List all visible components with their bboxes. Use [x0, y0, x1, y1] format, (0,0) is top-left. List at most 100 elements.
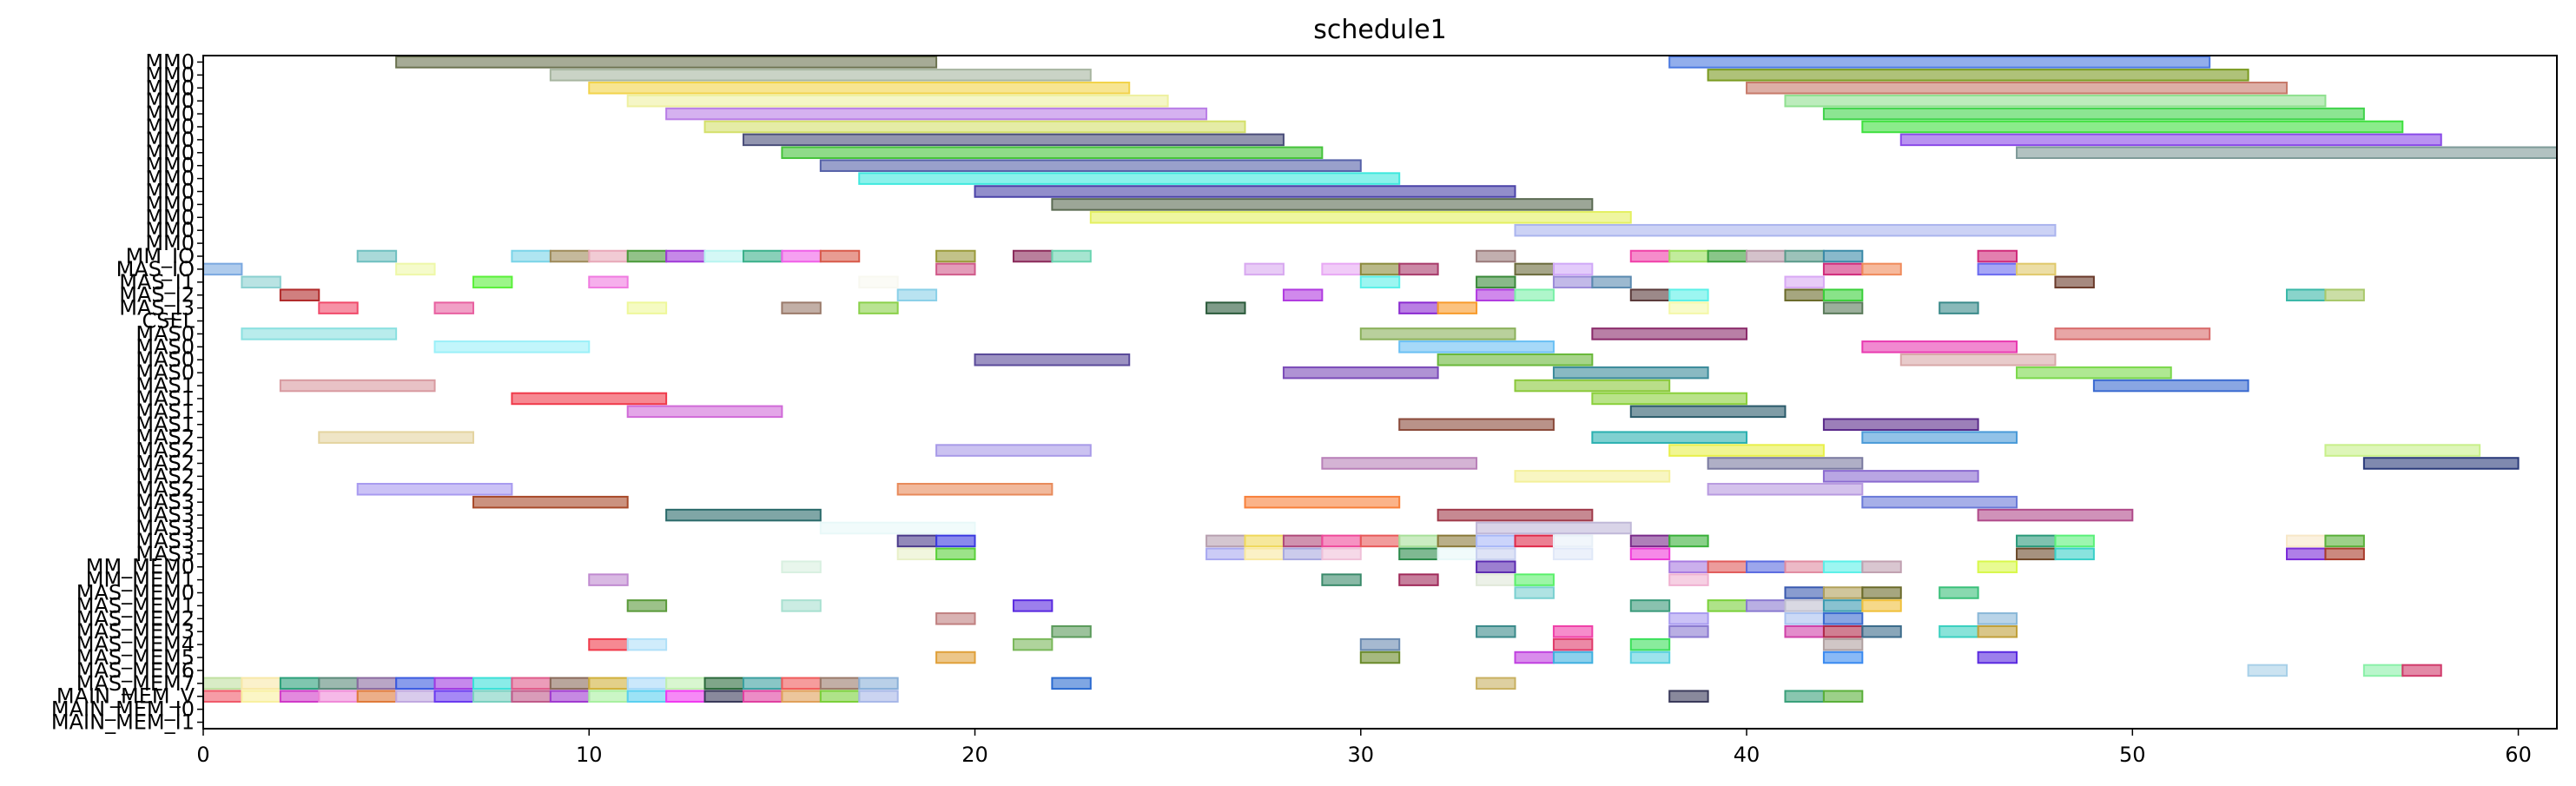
task-bar [1514, 470, 1671, 483]
task-bar [511, 690, 552, 703]
task-bar [935, 444, 1092, 457]
task-bar [1476, 288, 1516, 301]
task-bar [1822, 301, 1864, 314]
y-tick-label: MAIN_MEM_V [56, 684, 195, 709]
y-tick-label: MM0 [145, 179, 195, 203]
task-bar [511, 249, 552, 263]
y-tick-label: MAS0 [135, 347, 195, 372]
task-bar [665, 677, 706, 690]
x-tick-label: 50 [2119, 743, 2146, 767]
task-bar [1476, 560, 1516, 573]
task-bar [1822, 624, 1864, 638]
task-bar [588, 690, 629, 703]
task-bar [241, 275, 281, 289]
task-bar [1861, 431, 2018, 444]
task-bar [1012, 599, 1054, 612]
y-tick-label: MM0 [145, 50, 195, 74]
task-bar [1784, 288, 1825, 301]
task-bar [202, 690, 243, 703]
task-bar [1822, 418, 1979, 432]
task-bar [1822, 637, 1864, 651]
task-bar [511, 392, 668, 406]
y-tick-label: MAS_MEM4 [76, 632, 195, 657]
task-bar [1822, 262, 1864, 276]
task-bar [1629, 651, 1671, 664]
task-bar [1707, 483, 1864, 496]
task-bar [1746, 82, 2289, 95]
task-bar [1668, 624, 1709, 638]
task-bar [1514, 288, 1555, 301]
task-bar [395, 690, 436, 703]
task-bar [1939, 301, 1979, 314]
task-bar [1012, 637, 1054, 651]
task-bar [2016, 262, 2057, 276]
task-bar [2054, 547, 2095, 561]
x-axis: 0 10 20 30 40 50 60 [196, 729, 2532, 767]
y-tick-label: MAS_MEM1 [76, 593, 195, 618]
task-bar [2286, 534, 2327, 548]
task-bar [318, 301, 359, 314]
x-tick-label: 20 [961, 743, 988, 767]
y-tick-label: MAS2 [135, 464, 195, 488]
task-bar [1437, 301, 1478, 314]
task-bar [1707, 69, 2249, 82]
task-bar [1668, 560, 1709, 573]
task-bar [472, 690, 513, 703]
task-bar [588, 677, 629, 690]
task-bar [1591, 327, 1748, 340]
task-bar [1476, 547, 1516, 561]
task-bar [472, 275, 513, 289]
task-bar [1552, 534, 1594, 548]
task-bar [1051, 624, 1092, 638]
task-bar [742, 677, 783, 690]
task-bar [1784, 586, 1825, 599]
task-bar [1707, 599, 1748, 612]
y-tick-label: MAS_I1 [119, 270, 195, 294]
task-bar [1205, 301, 1246, 314]
task-bar [626, 405, 783, 419]
task-bar [1707, 560, 1748, 573]
task-bar [588, 637, 629, 651]
task-bar [1398, 340, 1555, 353]
x-tick-label: 30 [1348, 743, 1375, 767]
task-bar [2401, 664, 2442, 677]
task-bar [1514, 573, 1555, 586]
task-bar [935, 249, 976, 263]
task-bar [2324, 444, 2481, 457]
task-bar [1321, 457, 1478, 470]
y-tick-label: MAS3 [135, 516, 195, 540]
task-bar [356, 677, 398, 690]
task-bar [1861, 560, 1902, 573]
task-bar [318, 677, 359, 690]
task-bar [626, 599, 668, 612]
y-tick-label: CSEL [142, 309, 195, 334]
y-tick-label: MM0 [145, 76, 195, 100]
task-bar [1476, 521, 1632, 535]
task-bar [2016, 534, 2057, 548]
task-bar [781, 301, 822, 314]
task-bar [2286, 288, 2327, 301]
task-bar [2092, 379, 2249, 393]
task-bar [1321, 547, 1362, 561]
task-bar [2362, 457, 2520, 470]
task-bar [1977, 262, 2018, 276]
task-bar [433, 301, 474, 314]
task-bar [858, 301, 899, 314]
task-bar [433, 690, 474, 703]
task-bar [1629, 599, 1671, 612]
task-bar [202, 677, 243, 690]
task-bar [1282, 366, 1439, 380]
task-bar [279, 690, 320, 703]
task-bar [1668, 444, 1825, 457]
task-bar [395, 262, 436, 276]
y-tick-label: MM0 [145, 192, 195, 216]
y-tick-label: MM_MEM1 [86, 568, 195, 592]
task-bar [858, 275, 899, 289]
task-bar [2324, 547, 2365, 561]
task-bars [202, 56, 2558, 703]
task-bar [241, 327, 398, 340]
task-bar [1784, 690, 1825, 703]
y-tick-label: MAS_MEM7 [76, 671, 195, 696]
